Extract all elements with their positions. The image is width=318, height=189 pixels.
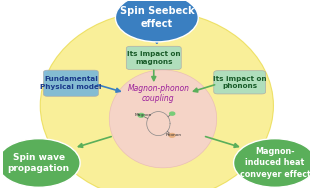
Circle shape — [138, 113, 144, 117]
Text: Fundamental
Physical model: Fundamental Physical model — [40, 77, 102, 90]
Text: Spin Seebeck
effect: Spin Seebeck effect — [120, 6, 194, 29]
Ellipse shape — [115, 0, 198, 42]
Circle shape — [169, 133, 175, 137]
Ellipse shape — [40, 11, 273, 189]
Circle shape — [170, 112, 175, 115]
Text: Spin wave
propagation: Spin wave propagation — [8, 153, 70, 173]
FancyBboxPatch shape — [44, 70, 98, 96]
Text: Magnon-phonon
coupling: Magnon-phonon coupling — [128, 84, 190, 103]
Text: Magnon: Magnon — [135, 113, 152, 117]
Text: Magnon-
induced heat
conveyer effect: Magnon- induced heat conveyer effect — [239, 147, 310, 179]
Ellipse shape — [0, 139, 80, 187]
Text: Its impact on
phonons: Its impact on phonons — [213, 76, 266, 89]
Text: Its impact on
magnons: Its impact on magnons — [127, 51, 181, 65]
Ellipse shape — [109, 70, 217, 168]
Text: Phonon: Phonon — [165, 133, 181, 137]
Ellipse shape — [233, 139, 316, 187]
FancyBboxPatch shape — [214, 71, 266, 94]
FancyBboxPatch shape — [126, 46, 181, 70]
